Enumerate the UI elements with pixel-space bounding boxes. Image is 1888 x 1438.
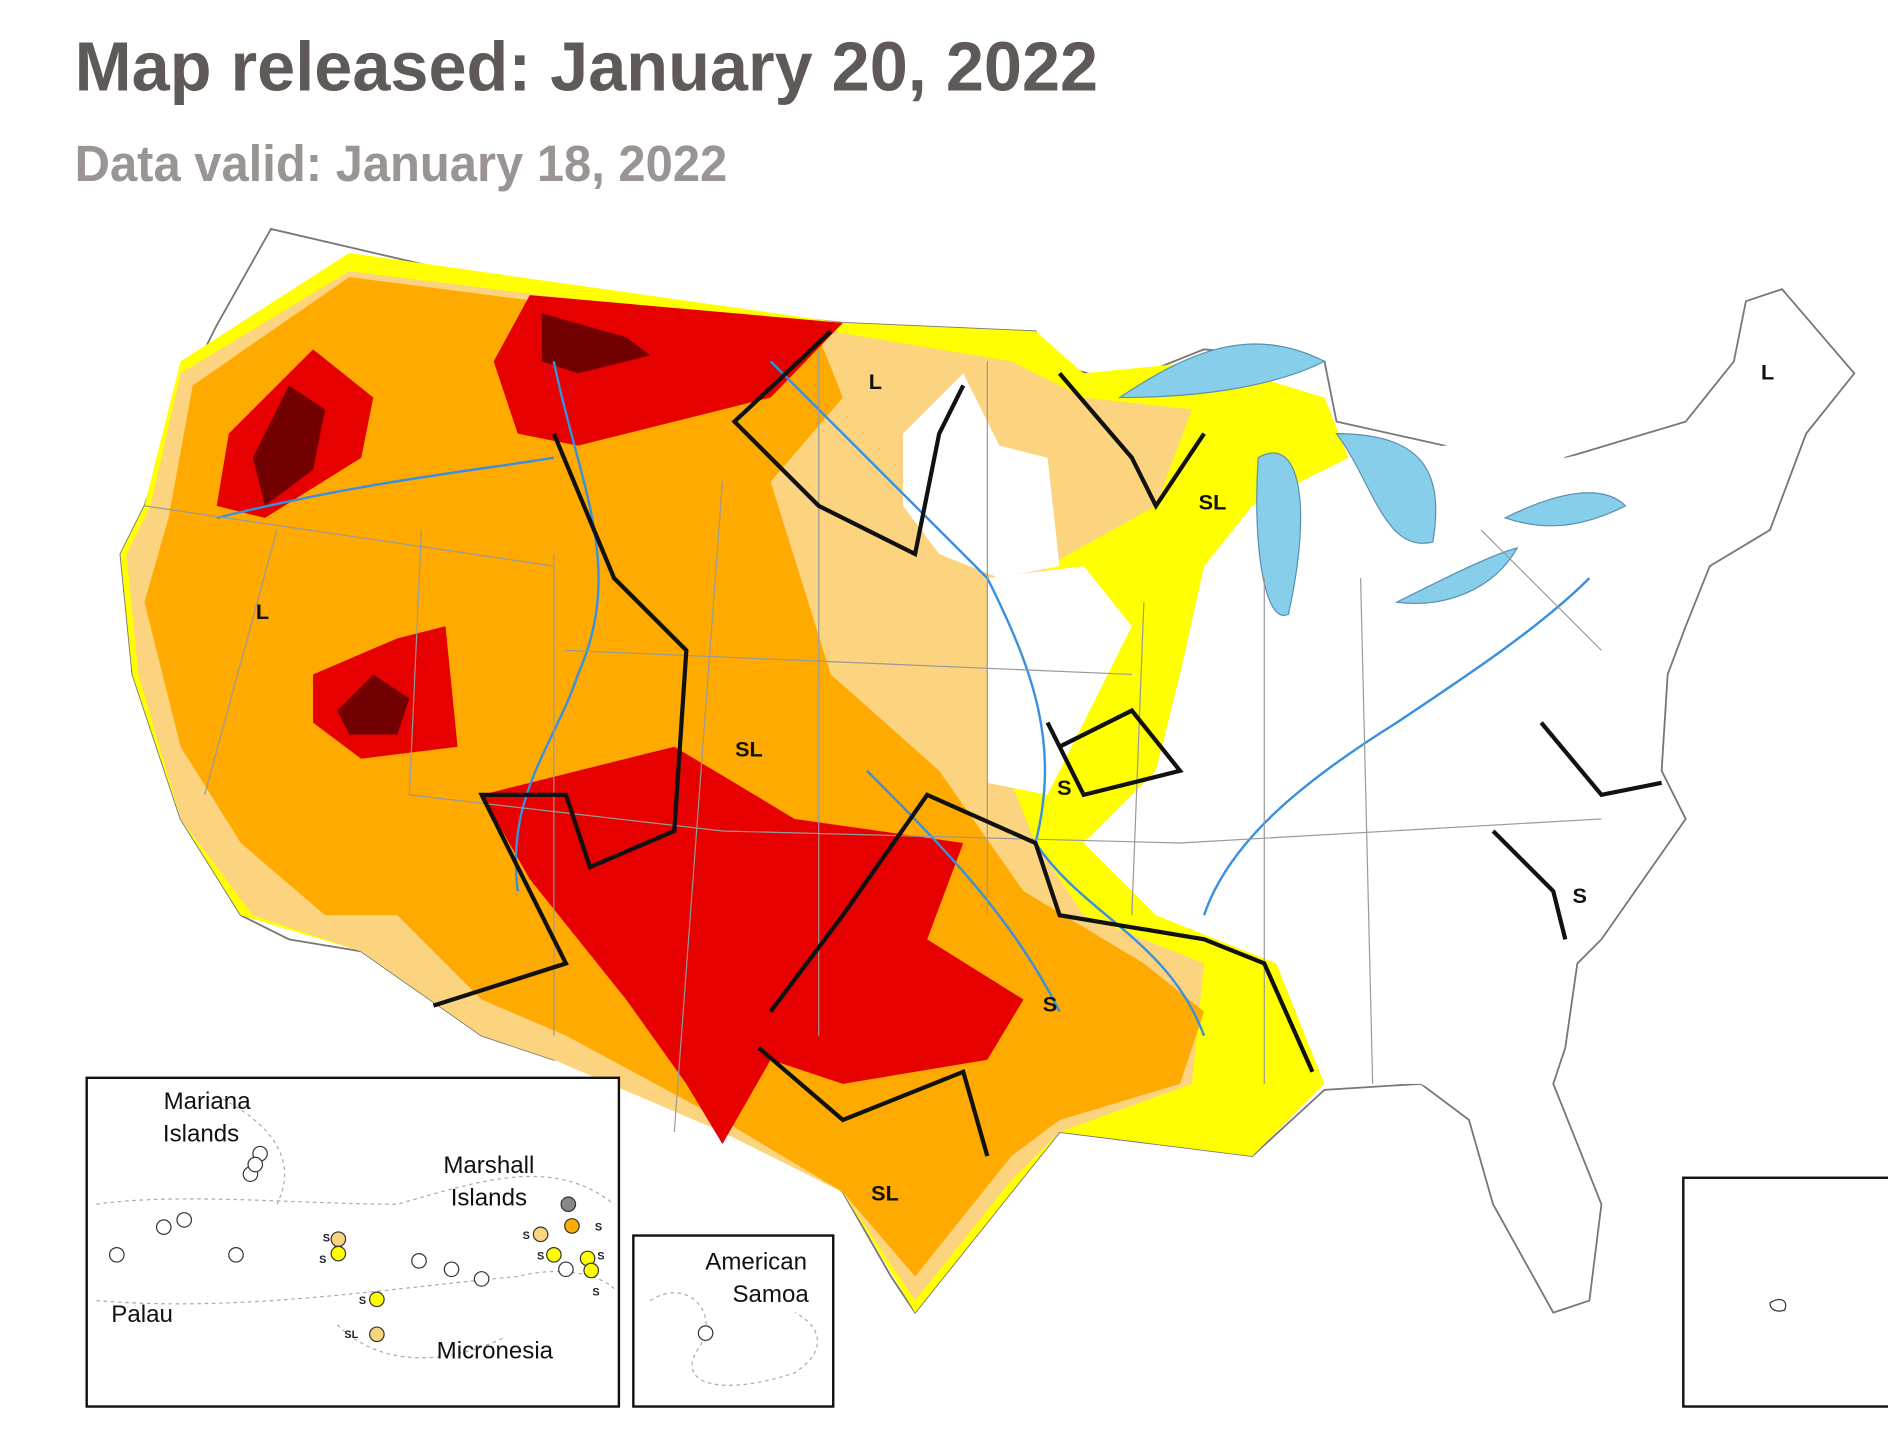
status-label: S <box>319 1254 326 1266</box>
station <box>558 1261 574 1278</box>
inset-frame <box>1682 1176 1888 1408</box>
inset-frame <box>85 1076 621 1408</box>
territory-lines <box>649 1292 818 1386</box>
station <box>583 1262 600 1279</box>
impact-label: S <box>1057 775 1071 800</box>
drought-d4 <box>541 313 651 374</box>
samoa-inset: American Samoa <box>632 1234 835 1408</box>
impact-label: L <box>256 599 269 624</box>
status-label: S <box>537 1251 544 1263</box>
station <box>697 1325 714 1341</box>
inset-label: Marshall Islands <box>443 1152 534 1212</box>
impact-label: SL <box>1199 489 1227 514</box>
inset-label: Mariana Islands <box>163 1088 251 1148</box>
drought-d3 <box>481 746 1024 1145</box>
status-label: S <box>523 1230 530 1242</box>
status-label: S <box>592 1287 599 1299</box>
great-lakes <box>1117 343 1627 616</box>
hawaii-inset <box>1682 1176 1888 1408</box>
station <box>155 1219 172 1235</box>
station <box>532 1226 549 1243</box>
impact-label: S <box>1043 992 1057 1017</box>
station <box>411 1253 427 1269</box>
station <box>560 1196 577 1213</box>
title: Map released: January 20, 2022 <box>75 27 1098 105</box>
station <box>330 1245 347 1262</box>
impact-label: L <box>1761 359 1774 384</box>
station <box>369 1291 385 1308</box>
station <box>228 1246 244 1263</box>
inset-label: Palau <box>111 1301 173 1328</box>
rivers <box>216 360 1591 1037</box>
drought-d4 <box>252 385 326 506</box>
status-label: S <box>359 1295 366 1307</box>
station <box>564 1218 580 1234</box>
inset-label: Micronesia <box>437 1337 554 1364</box>
impact-labels: L L SL L SL S S S SL <box>256 359 1774 1205</box>
inset-label: American Samoa <box>705 1248 809 1308</box>
station <box>176 1212 193 1228</box>
impact-boundaries <box>432 329 1663 1157</box>
island <box>1769 1298 1787 1312</box>
conus-map <box>119 227 1856 1315</box>
station <box>247 1156 264 1173</box>
subtitle: Data valid: January 18, 2022 <box>75 135 728 192</box>
no-drought <box>1180 433 1710 1120</box>
impact-label: L <box>869 369 882 394</box>
inset-frame <box>632 1234 835 1408</box>
status-label: S <box>323 1233 330 1245</box>
station <box>546 1246 562 1263</box>
drought-d4 <box>337 674 410 735</box>
station <box>473 1271 490 1287</box>
station-markers <box>108 1145 600 1343</box>
impact-label: SL <box>871 1181 899 1206</box>
no-drought <box>987 566 1132 795</box>
station <box>108 1246 125 1263</box>
status-label: S <box>597 1251 604 1263</box>
impact-label: SL <box>735 736 763 761</box>
station <box>369 1326 385 1343</box>
station <box>443 1261 460 1278</box>
pacific-inset: Mariana Islands Marshall Islands Palau Mic… <box>85 1076 621 1408</box>
station <box>330 1231 347 1247</box>
impact-label: S <box>1573 883 1587 908</box>
status-label: SL <box>344 1329 358 1341</box>
status-label: S <box>595 1222 602 1234</box>
